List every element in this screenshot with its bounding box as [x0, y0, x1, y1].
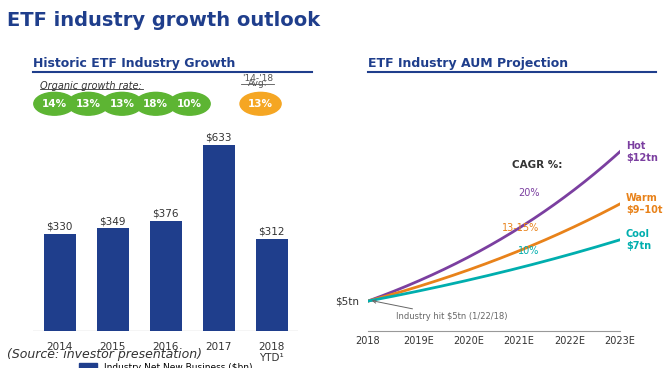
- Text: ETF industry growth outlook: ETF industry growth outlook: [7, 11, 320, 30]
- Text: 18%: 18%: [143, 99, 168, 109]
- Text: Industry hit $5tn (1/22/18): Industry hit $5tn (1/22/18): [373, 300, 507, 321]
- Text: Hot
$12tn: Hot $12tn: [626, 141, 658, 163]
- Text: '14-'18: '14-'18: [242, 74, 272, 83]
- Bar: [150, 220, 182, 331]
- Text: 2017: 2017: [206, 342, 232, 351]
- Text: $633: $633: [206, 132, 232, 142]
- Text: 10%: 10%: [177, 99, 202, 109]
- Text: 2018
YTD¹: 2018 YTD¹: [259, 342, 285, 363]
- Bar: [44, 234, 76, 331]
- Text: Historic ETF Industry Growth: Historic ETF Industry Growth: [33, 57, 235, 70]
- Text: 13%: 13%: [76, 99, 101, 109]
- Text: CAGR %:: CAGR %:: [512, 160, 562, 170]
- Text: 14%: 14%: [42, 99, 67, 109]
- Text: Cool
$7tn: Cool $7tn: [626, 229, 651, 251]
- Text: ETF Industry AUM Projection: ETF Industry AUM Projection: [368, 57, 568, 70]
- Text: 20%: 20%: [518, 188, 539, 198]
- Bar: [97, 229, 129, 331]
- Text: Organic growth rate:: Organic growth rate:: [40, 81, 141, 92]
- Text: Avg:: Avg:: [247, 79, 267, 88]
- Text: (Source: investor presentation): (Source: investor presentation): [7, 348, 202, 361]
- Text: Warm
$9–10tn: Warm $9–10tn: [626, 193, 663, 215]
- Text: 2014: 2014: [46, 342, 73, 351]
- Bar: [203, 145, 235, 331]
- Text: $376: $376: [152, 208, 179, 218]
- Text: 2015: 2015: [99, 342, 126, 351]
- Text: 2016: 2016: [152, 342, 179, 351]
- Legend: Industry Net New Business ($bn): Industry Net New Business ($bn): [75, 359, 257, 368]
- Text: $5tn: $5tn: [335, 296, 359, 306]
- Text: 13%: 13%: [109, 99, 135, 109]
- Text: 10%: 10%: [518, 246, 539, 256]
- Text: 13-15%: 13-15%: [502, 223, 539, 233]
- Text: $312: $312: [259, 227, 285, 237]
- Text: $330: $330: [46, 222, 73, 232]
- Text: $349: $349: [99, 216, 126, 226]
- Bar: [256, 239, 288, 331]
- Text: 13%: 13%: [248, 99, 273, 109]
